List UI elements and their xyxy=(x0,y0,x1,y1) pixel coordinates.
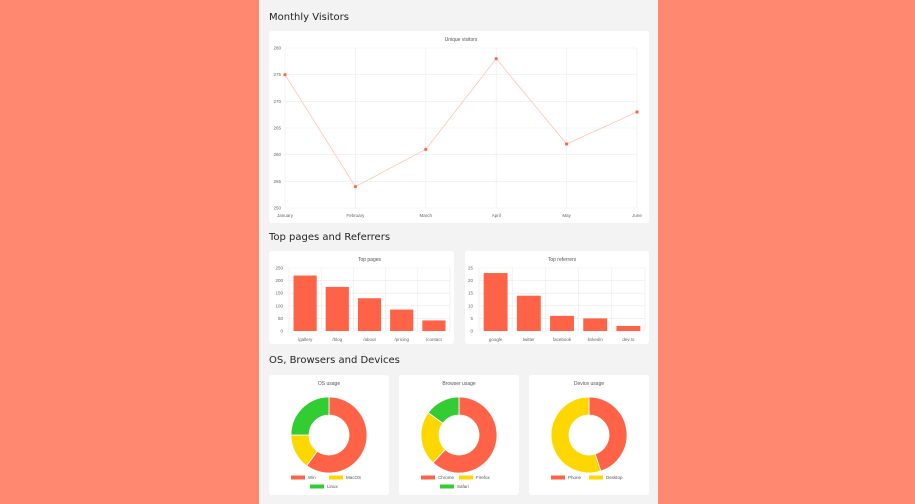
line-chart-card: Unique visitors 250 255 260 265 270 275 280 Janu… xyxy=(269,31,649,223)
y-tick-label: 255 xyxy=(273,179,281,184)
y-tick-label: 270 xyxy=(273,99,281,104)
chart-title: Browser usage xyxy=(442,381,476,387)
y-tick-label: 250 xyxy=(275,266,283,271)
unique-visitors-chart: Unique visitors 250 255 260 265 270 275 280 Janu… xyxy=(273,37,642,218)
legend-swatch xyxy=(291,475,305,480)
bar xyxy=(422,320,446,331)
y-tick-label: 200 xyxy=(275,278,283,283)
series-line xyxy=(284,58,638,188)
bar xyxy=(583,318,608,331)
x-tick-label: March xyxy=(420,213,433,218)
y-tick-label: 25 xyxy=(468,266,474,271)
data-point xyxy=(635,110,639,114)
x-tick-label: /blog xyxy=(332,337,342,342)
x-tick-label: facebook xyxy=(553,337,572,342)
legend-swatch xyxy=(440,484,454,489)
legend-swatch xyxy=(310,484,324,489)
bar xyxy=(325,286,349,331)
x-tick-label: linkedin xyxy=(588,337,604,342)
section-title-devices: OS, Browsers and Devices xyxy=(269,355,400,366)
pie-slice xyxy=(306,396,368,474)
y-tick-label: 5 xyxy=(470,316,473,321)
y-tick-label: 265 xyxy=(273,126,281,131)
legend-label: Win xyxy=(308,475,316,480)
x-tick-label: dev.to xyxy=(622,337,634,342)
device-usage-card: Device usage Phone Desktop xyxy=(529,375,649,495)
chart-title: Device usage xyxy=(574,381,605,387)
data-point xyxy=(353,185,357,189)
data-point xyxy=(424,147,428,151)
x-tick-label: /pricing xyxy=(394,337,409,342)
top-referrers-chart: Top referrers 0 5 10 15 20 25 google twitter face… xyxy=(468,257,646,342)
bar xyxy=(357,298,382,331)
top-pages-chart: Top pages 0 50 100 150 200 250/gallery/blog/ab… xyxy=(275,257,451,342)
y-tick-label: 100 xyxy=(275,303,283,308)
y-tick-label: 0 xyxy=(470,329,473,334)
bar xyxy=(516,295,541,331)
x-tick-label: google xyxy=(489,337,503,342)
legend-swatch xyxy=(421,475,435,480)
legend-label: Phone xyxy=(568,475,582,480)
y-tick-label: 275 xyxy=(273,72,281,77)
legend-swatch xyxy=(551,475,565,480)
data-point xyxy=(283,73,287,77)
legend-swatch xyxy=(589,475,603,480)
y-tick-label: 250 xyxy=(273,206,281,211)
x-tick-label: June xyxy=(632,213,642,218)
bar xyxy=(390,309,414,331)
y-tick-label: 10 xyxy=(468,303,474,308)
section-title-visitors: Monthly Visitors xyxy=(269,12,349,23)
bar xyxy=(483,273,508,331)
y-tick-label: 150 xyxy=(275,291,283,296)
y-tick-label: 20 xyxy=(468,278,474,283)
legend-label: Chrome xyxy=(438,475,455,480)
browser-usage-card: Browser usage Chrome Firefox Safari xyxy=(399,375,519,495)
pie-slice xyxy=(290,396,330,436)
x-tick-label: /gallery xyxy=(298,337,313,342)
pie-slice xyxy=(550,396,602,474)
top-referrers-card: Top referrers 0 5 10 15 20 25 google twitter face… xyxy=(465,251,649,344)
legend-label: MacOS xyxy=(346,475,361,480)
x-tick-label: April xyxy=(492,213,501,218)
chart-title: Unique visitors xyxy=(445,37,478,43)
chart-title: OS usage xyxy=(318,381,340,387)
os-usage-chart: OS usage Win MacOS Linux xyxy=(290,381,368,489)
bar xyxy=(550,315,574,331)
legend-label: Firefox xyxy=(476,475,491,480)
x-tick-label: /contact xyxy=(426,337,443,342)
dashboard-panel: Monthly Visitors Unique visitors 250 255 26… xyxy=(259,0,658,504)
legend-swatch xyxy=(459,475,473,480)
section-title-pages: Top pages and Referrers xyxy=(269,232,391,243)
legend-label: Safari xyxy=(457,484,469,489)
x-tick-label: twitter xyxy=(523,337,536,342)
x-tick-label: May xyxy=(562,213,571,218)
y-tick-label: 0 xyxy=(280,329,283,334)
top-pages-card: Top pages 0 50 100 150 200 250/gallery/blog/ab… xyxy=(269,251,454,344)
os-usage-card: OS usage Win MacOS Linux xyxy=(269,375,389,495)
chart-title: Top pages xyxy=(358,257,382,263)
pie-slice xyxy=(432,396,498,474)
y-tick-label: 280 xyxy=(273,46,281,51)
device-usage-chart: Device usage Phone Desktop xyxy=(550,381,628,480)
data-point xyxy=(494,57,498,61)
bar xyxy=(293,275,317,331)
chart-title: Top referrers xyxy=(548,257,577,263)
legend-swatch xyxy=(329,475,343,480)
x-tick-label: /about xyxy=(363,337,376,342)
pie-slice xyxy=(427,396,460,424)
legend-label: Desktop xyxy=(606,475,623,480)
x-tick-label: February xyxy=(346,213,365,218)
data-point xyxy=(565,142,569,146)
y-tick-label: 50 xyxy=(278,316,284,321)
bar xyxy=(616,325,641,331)
pie-slice xyxy=(588,396,628,472)
x-tick-label: January xyxy=(277,213,294,218)
y-tick-label: 15 xyxy=(468,291,474,296)
legend-label: Linux xyxy=(327,484,339,489)
y-tick-label: 260 xyxy=(273,152,281,157)
browser-usage-chart: Browser usage Chrome Firefox Safari xyxy=(420,381,498,489)
